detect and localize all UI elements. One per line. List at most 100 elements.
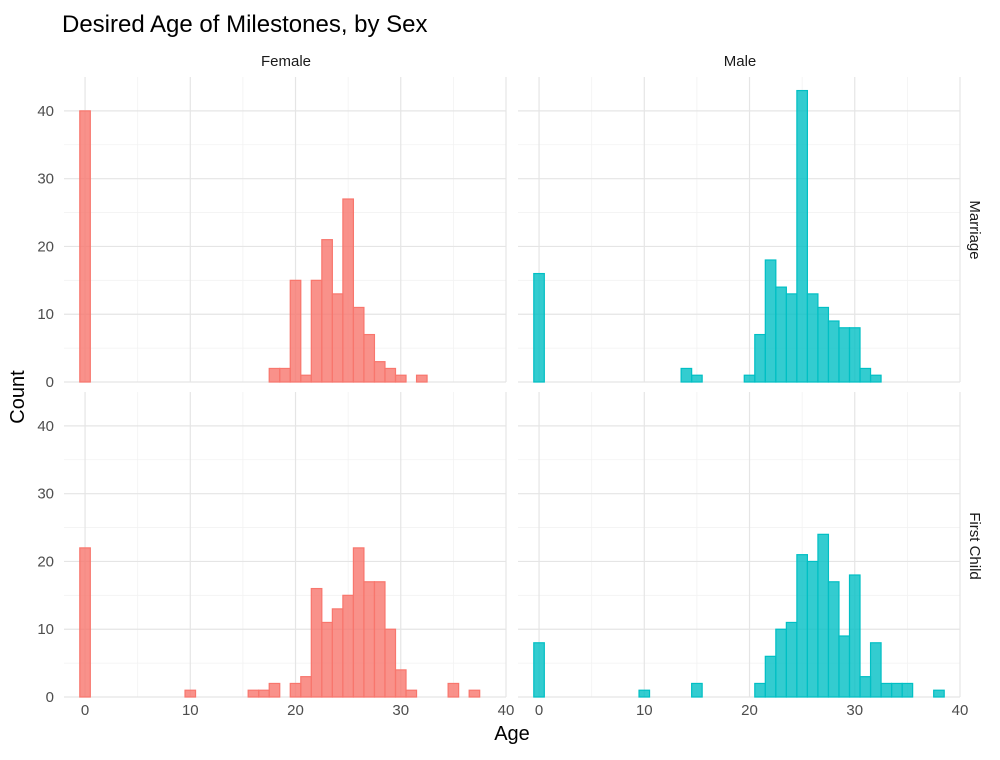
bar-male-marriage-31 bbox=[859, 367, 872, 383]
bar-female-first-child-25 bbox=[342, 594, 355, 698]
bar-male-first-child-15 bbox=[691, 682, 703, 698]
bar-female-marriage-18 bbox=[268, 367, 281, 383]
bar-male-marriage-28 bbox=[827, 320, 840, 383]
bar-male-first-child-21 bbox=[754, 682, 766, 698]
bar-female-marriage-28 bbox=[373, 361, 386, 383]
bar-female-first-child-31 bbox=[405, 689, 418, 698]
x-tick-label: 20 bbox=[287, 702, 304, 719]
bar-female-first-child-37 bbox=[468, 689, 481, 698]
bar-male-first-child-24 bbox=[785, 621, 798, 698]
bar-female-first-child-26 bbox=[352, 547, 365, 698]
chart-title: Desired Age of Milestones, by Sex bbox=[62, 11, 428, 38]
panels bbox=[64, 77, 961, 698]
bar-female-first-child-23 bbox=[321, 621, 333, 698]
bar-male-first-child-30 bbox=[848, 574, 861, 698]
bar-male-first-child-35 bbox=[901, 682, 914, 698]
bar-male-marriage-27 bbox=[817, 306, 830, 383]
x-tick-label: 20 bbox=[741, 702, 758, 719]
bar-female-marriage-23 bbox=[321, 239, 333, 383]
bar-male-first-child-26 bbox=[806, 560, 819, 698]
x-axis-title: Age bbox=[494, 723, 530, 745]
bar-male-marriage-29 bbox=[838, 327, 851, 383]
bar-male-first-child-32 bbox=[869, 642, 882, 698]
bar-female-marriage-26 bbox=[352, 306, 365, 383]
bar-male-marriage-25 bbox=[796, 89, 809, 383]
x-tick-label: 40 bbox=[498, 702, 515, 719]
bar-female-first-child-29 bbox=[384, 628, 397, 698]
strip-label-female: Female bbox=[261, 53, 311, 70]
bar-male-first-child-38 bbox=[933, 689, 945, 698]
bar-male-marriage-21 bbox=[754, 333, 766, 383]
facet-strips: Female Male Marriage First Child bbox=[261, 53, 983, 580]
y-tick-label: 10 bbox=[37, 621, 54, 638]
y-tick-label: 40 bbox=[37, 103, 54, 120]
bar-female-marriage-0 bbox=[79, 110, 91, 383]
x-tick-label: 40 bbox=[952, 702, 969, 719]
bar-male-marriage-30 bbox=[848, 327, 861, 383]
bar-female-marriage-29 bbox=[384, 367, 397, 383]
x-tick-label: 30 bbox=[392, 702, 409, 719]
strip-label-marriage: Marriage bbox=[966, 200, 983, 259]
panel-male-first-child bbox=[518, 392, 961, 698]
x-tick-label: 30 bbox=[846, 702, 863, 719]
bar-female-marriage-22 bbox=[310, 279, 323, 383]
bar-female-first-child-18 bbox=[268, 682, 281, 698]
y-tick-label: 20 bbox=[37, 553, 54, 570]
bar-female-first-child-35 bbox=[447, 682, 460, 698]
bar-female-first-child-30 bbox=[394, 669, 407, 698]
bar-female-first-child-22 bbox=[310, 587, 323, 698]
bar-female-marriage-32 bbox=[415, 374, 428, 383]
bar-male-marriage-26 bbox=[806, 293, 819, 383]
bar-female-marriage-20 bbox=[289, 279, 302, 383]
y-tick-label: 10 bbox=[37, 306, 54, 323]
y-tick-label: 30 bbox=[37, 486, 54, 503]
y-tick-label: 0 bbox=[46, 689, 54, 706]
bar-male-first-child-28 bbox=[827, 581, 840, 698]
bar-male-first-child-31 bbox=[859, 676, 872, 698]
bar-male-marriage-32 bbox=[869, 374, 882, 383]
bar-male-marriage-20 bbox=[743, 374, 756, 383]
strip-label-male: Male bbox=[724, 53, 757, 70]
bar-female-first-child-28 bbox=[373, 581, 386, 698]
panel-male-marriage bbox=[518, 77, 961, 383]
strip-label-first-child: First Child bbox=[966, 512, 983, 580]
x-tick-label: 10 bbox=[636, 702, 653, 719]
y-tick-label: 20 bbox=[37, 238, 54, 255]
bar-male-first-child-27 bbox=[817, 533, 830, 698]
bar-male-marriage-14 bbox=[680, 367, 693, 383]
bar-male-first-child-34 bbox=[890, 682, 903, 698]
bar-male-marriage-24 bbox=[785, 293, 798, 383]
bar-male-marriage-22 bbox=[764, 259, 777, 383]
bar-female-marriage-24 bbox=[331, 293, 344, 383]
axis-ticks: 0 10 20 30 40 0 10 20 30 40 0 10 20 30 40 0 10 20 30 40 bbox=[37, 103, 968, 719]
bar-female-marriage-30 bbox=[394, 374, 407, 383]
bar-male-first-child-29 bbox=[838, 635, 851, 698]
bar-female-marriage-19 bbox=[279, 367, 291, 383]
y-tick-label: 0 bbox=[46, 374, 54, 391]
bar-male-first-child-0 bbox=[533, 642, 545, 698]
bar-male-marriage-23 bbox=[775, 286, 787, 383]
y-tick-label: 30 bbox=[37, 171, 54, 188]
bar-male-marriage-0 bbox=[533, 272, 545, 383]
bar-male-marriage-15 bbox=[691, 374, 703, 383]
bar-female-first-child-21 bbox=[300, 676, 312, 698]
bar-female-first-child-16 bbox=[247, 689, 260, 698]
bar-male-first-child-22 bbox=[764, 655, 777, 698]
bar-female-first-child-17 bbox=[258, 689, 270, 698]
bar-female-marriage-21 bbox=[300, 374, 312, 383]
bar-male-first-child-23 bbox=[775, 628, 787, 698]
panel-female-first-child bbox=[64, 392, 507, 698]
x-tick-label: 0 bbox=[81, 702, 89, 719]
bar-female-marriage-25 bbox=[342, 198, 355, 383]
panel-female-marriage bbox=[64, 77, 507, 383]
bar-female-first-child-27 bbox=[363, 581, 376, 698]
bar-male-first-child-33 bbox=[880, 682, 893, 698]
bar-female-first-child-10 bbox=[184, 689, 197, 698]
x-tick-label: 0 bbox=[535, 702, 543, 719]
bar-female-first-child-20 bbox=[289, 682, 302, 698]
y-axis-title: Count bbox=[7, 370, 29, 424]
bar-male-first-child-25 bbox=[796, 554, 809, 698]
y-tick-label: 40 bbox=[37, 418, 54, 435]
